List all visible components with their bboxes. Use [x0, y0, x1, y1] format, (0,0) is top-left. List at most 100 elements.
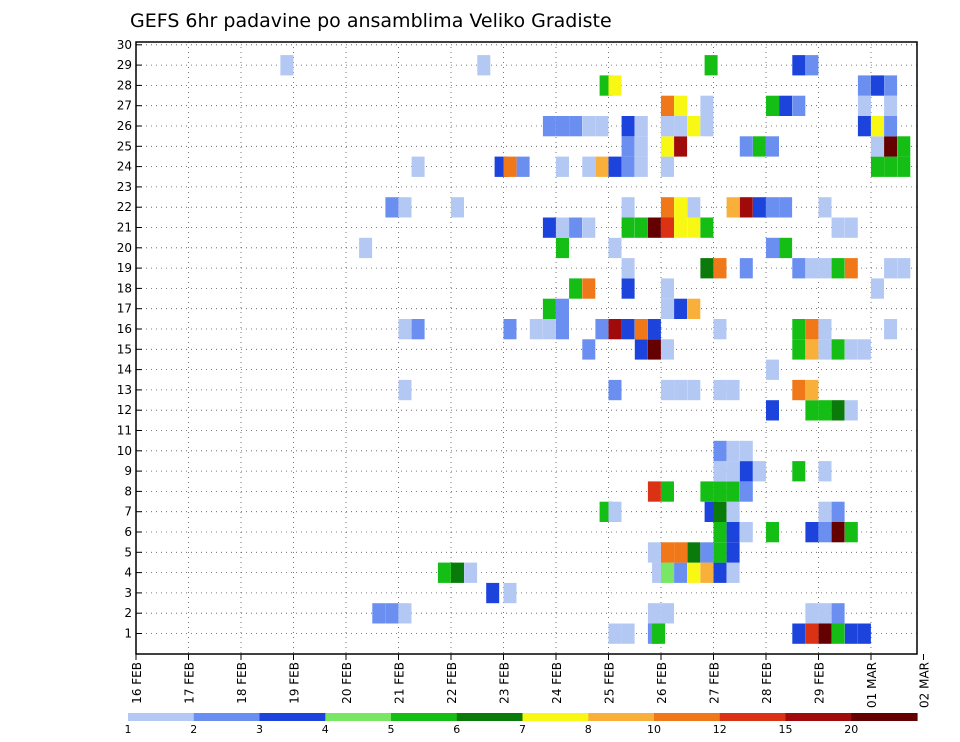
precip-cell — [437, 562, 451, 583]
precip-cell — [871, 156, 884, 177]
precip-cell — [700, 542, 714, 563]
precip-cell — [595, 156, 609, 177]
precip-cell — [595, 116, 609, 137]
precip-cell — [608, 379, 622, 401]
precip-cell — [661, 116, 674, 137]
precip-cell — [726, 542, 740, 563]
precip-cell — [582, 116, 596, 137]
precip-cell — [884, 136, 898, 157]
precip-cell — [844, 258, 858, 279]
y-tick-label: 21 — [117, 221, 132, 235]
x-tick-label: 01 MAR — [865, 662, 879, 708]
precip-cell — [700, 95, 714, 116]
precip-cell — [766, 400, 779, 421]
precip-cell — [805, 522, 819, 543]
precip-cell — [542, 319, 556, 340]
x-tick-label: 24 FEB — [550, 662, 564, 704]
precip-cell — [792, 55, 806, 76]
precip-cell — [608, 319, 622, 340]
precip-cell — [372, 603, 386, 624]
precip-cell — [621, 623, 635, 644]
precip-cell — [805, 319, 819, 340]
precip-cell — [739, 197, 753, 218]
colorbar-swatch — [588, 713, 655, 721]
precip-cell — [621, 156, 635, 177]
colorbar-swatch — [522, 713, 589, 721]
precip-cell — [582, 278, 596, 299]
precip-cell — [556, 116, 569, 137]
x-tick-label: 29 FEB — [813, 662, 827, 704]
precip-cell — [621, 197, 635, 218]
precip-cell — [805, 603, 819, 624]
precip-cell — [398, 379, 412, 401]
colorbar-swatch — [785, 713, 852, 721]
precip-cell — [897, 136, 911, 157]
precip-cell — [661, 379, 674, 401]
precip-cell — [739, 258, 753, 279]
precip-cell — [779, 95, 793, 116]
colorbar-swatch — [325, 713, 392, 721]
precip-cell — [661, 95, 674, 116]
y-tick-label: 5 — [124, 545, 132, 559]
precip-cell — [595, 319, 609, 340]
precip-cell — [661, 197, 674, 218]
precip-cell — [503, 156, 517, 177]
precip-cell — [818, 319, 832, 340]
precip-cell — [726, 461, 740, 482]
precip-cell — [831, 522, 845, 543]
precip-cell — [779, 237, 793, 259]
precip-cell — [569, 116, 583, 137]
precip-cell — [792, 339, 806, 360]
x-tick-label: 27 FEB — [708, 662, 722, 704]
precip-cell — [844, 623, 858, 644]
y-tick-label: 18 — [117, 281, 132, 295]
precip-cell — [713, 562, 727, 583]
precip-cell — [674, 197, 688, 218]
precip-cell — [687, 562, 701, 583]
precip-cell — [805, 400, 819, 421]
precip-cell — [621, 217, 635, 238]
x-tick-label: 23 FEB — [498, 662, 512, 704]
y-tick-label: 20 — [117, 241, 132, 255]
plot-frame — [135, 41, 918, 655]
precip-cell — [831, 603, 845, 624]
precip-cell — [661, 156, 674, 177]
precip-cell — [713, 522, 727, 543]
precip-cell — [647, 481, 661, 502]
colorbar-label: 7 — [519, 723, 526, 736]
precip-cell — [805, 258, 819, 279]
precip-cell — [464, 562, 478, 583]
precip-cell — [871, 136, 884, 157]
precip-cell — [700, 116, 714, 137]
precip-cell — [608, 156, 622, 177]
precip-cell — [805, 339, 819, 360]
y-tick-label: 27 — [117, 99, 132, 113]
precip-cell — [713, 542, 727, 563]
precip-cell — [844, 400, 858, 421]
precip-cell — [857, 339, 871, 360]
precip-cell — [674, 136, 688, 157]
y-tick-label: 30 — [117, 38, 132, 52]
precip-cell — [857, 75, 871, 96]
precip-cell — [398, 197, 412, 218]
precip-cell — [674, 379, 688, 401]
precip-cell — [674, 217, 688, 238]
precip-cell — [818, 623, 832, 644]
precip-cell — [451, 562, 464, 583]
precip-cell — [792, 461, 806, 482]
precip-cell — [726, 481, 740, 502]
y-tick-label: 12 — [117, 403, 132, 417]
precip-cell — [792, 95, 806, 116]
precip-cell — [713, 481, 727, 502]
precip-cell — [385, 603, 399, 624]
colorbar: 1 2 3 4 5 6 7 8 10 12 15 20 — [125, 713, 918, 736]
colorbar-label: 8 — [585, 723, 592, 736]
precip-cell — [634, 319, 648, 340]
x-tick-label: 20 FEB — [340, 662, 354, 704]
y-tick-label: 24 — [117, 160, 132, 174]
precip-cell — [792, 319, 806, 340]
y-tick-label: 23 — [117, 180, 132, 194]
precip-cell — [700, 217, 714, 238]
y-tick-label: 22 — [117, 200, 132, 214]
